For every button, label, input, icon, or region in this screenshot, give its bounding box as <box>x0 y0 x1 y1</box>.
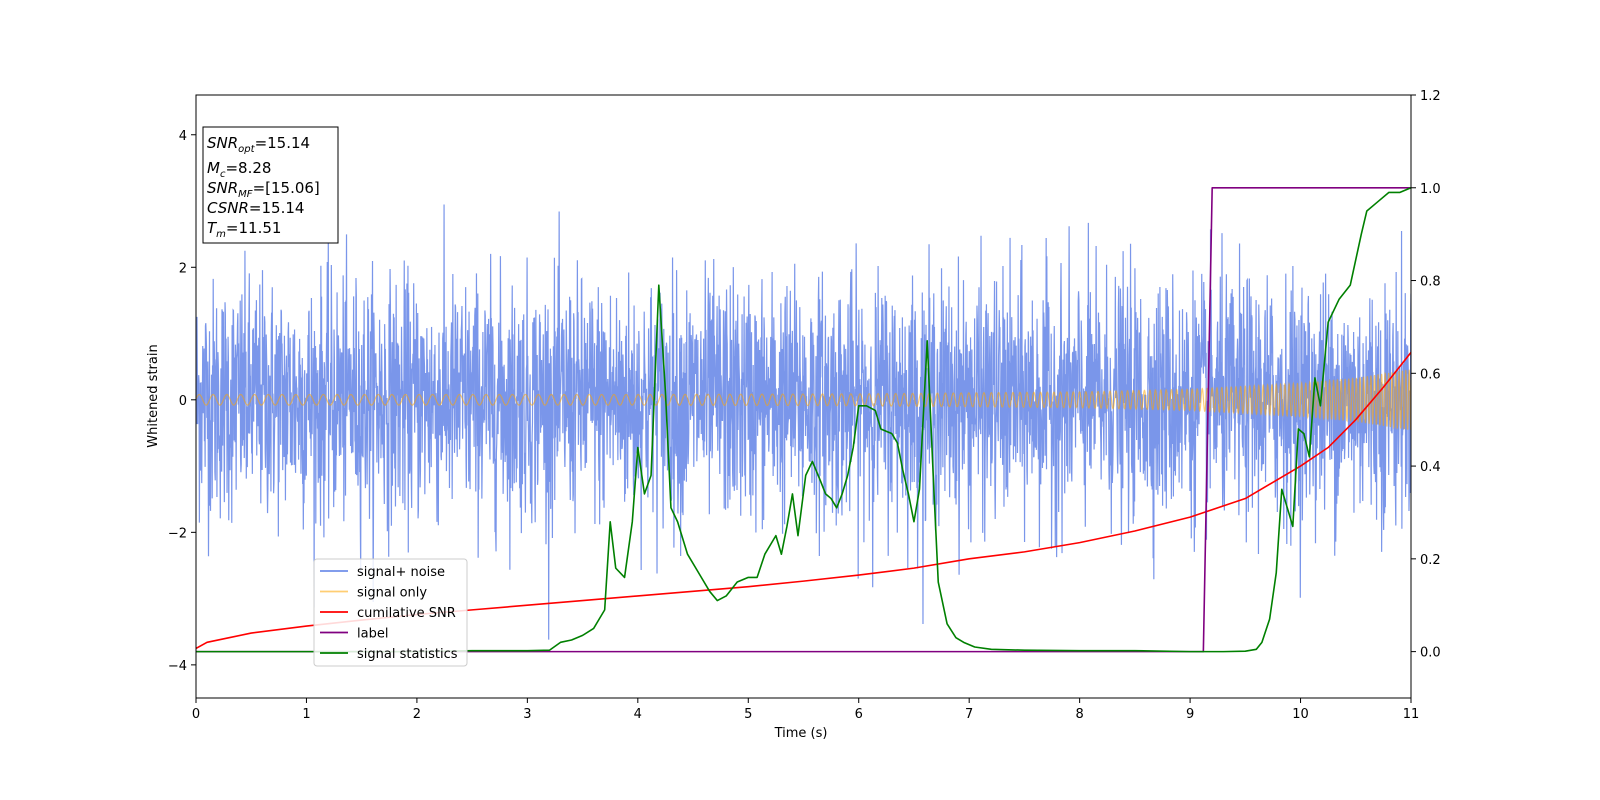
annotation-line: Tm=11.51 <box>207 219 281 240</box>
x-tick-label: 10 <box>1292 707 1309 722</box>
x-tick-label: 4 <box>634 707 642 722</box>
y2-tick-label: 1.2 <box>1420 89 1441 104</box>
x-tick-label: 8 <box>1075 707 1083 722</box>
legend-frame <box>313 558 468 667</box>
y-tick-label: 0 <box>179 394 187 409</box>
y-tick-label: 2 <box>179 261 187 276</box>
annotation-line: SNRopt=15.14 <box>207 134 310 155</box>
annotation-line: Mc=8.28 <box>207 159 271 180</box>
series-line-label <box>196 186 1411 653</box>
x-tick-label: 6 <box>855 707 863 722</box>
y-axis-ticks: −4 −2 0 2 4 <box>168 129 196 674</box>
legend-entry-label: signal statistics <box>357 647 458 662</box>
y-tick-label: −4 <box>168 659 187 674</box>
annotation-line: SNRMF=[15.06] <box>207 179 320 200</box>
x-tick-label: 11 <box>1403 707 1420 722</box>
y2-tick-label: 0.4 <box>1420 460 1441 475</box>
series-line-signal-statistics <box>196 187 1411 653</box>
x-axis-ticks: 0 1 2 3 4 5 6 7 8 9 10 11 <box>192 698 1419 722</box>
plot-frame <box>195 94 1412 699</box>
x-tick-label: 7 <box>965 707 973 722</box>
x-tick-label: 1 <box>302 707 310 722</box>
y2-tick-label: 0.2 <box>1420 553 1441 568</box>
y2-tick-label: 0.8 <box>1420 275 1441 290</box>
annotation-frame <box>202 126 339 244</box>
y2-tick-label: 1.0 <box>1420 182 1441 197</box>
y-tick-label: −2 <box>168 526 187 541</box>
x-tick-label: 2 <box>413 707 421 722</box>
annotation-line: CSNR=15.14 <box>207 199 304 217</box>
legend-entry-label: signal only <box>357 586 427 601</box>
x-tick-label: 0 <box>192 707 200 722</box>
stats-annotation-box: SNRopt=15.14 Mc=8.28SNRMF=[15.06]CSNR=15.… <box>202 126 339 244</box>
y-axis-label: Whitened strain <box>146 344 161 447</box>
y2-tick-label: 0.6 <box>1420 367 1441 382</box>
x-tick-label: 3 <box>523 707 531 722</box>
y2-tick-label: 0.0 <box>1420 646 1441 661</box>
y2-axis-ticks: 0.0 0.2 0.4 0.6 0.8 1.0 1.2 <box>1411 89 1441 661</box>
y-tick-label: 4 <box>179 129 187 144</box>
x-tick-label: 9 <box>1186 707 1194 722</box>
legend-entry-label: label <box>357 627 388 642</box>
x-axis-label: Time (s) <box>774 726 828 741</box>
legend: signal+ noise signal only cumilative SNR la… <box>313 558 468 667</box>
legend-entry-label: signal+ noise <box>357 565 445 580</box>
legend-entry-label: cumilative SNR <box>357 606 456 621</box>
x-tick-label: 5 <box>744 707 752 722</box>
